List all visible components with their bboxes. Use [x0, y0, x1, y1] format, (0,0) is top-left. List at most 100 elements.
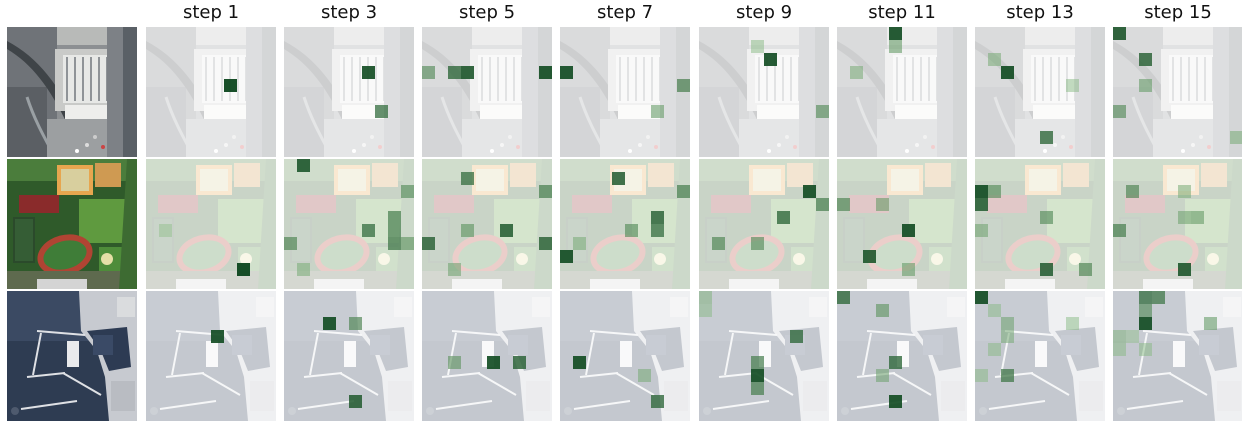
original-image-harbour-marina	[7, 291, 137, 421]
attention-patch	[751, 382, 764, 395]
attention-patch	[448, 356, 461, 369]
attention-patch	[297, 159, 310, 172]
attention-patch	[651, 105, 664, 118]
attention-patch	[975, 224, 988, 237]
attention-patch	[323, 317, 336, 330]
attention-patch	[284, 237, 297, 250]
attention-patch	[876, 198, 889, 211]
attention-patch	[539, 66, 552, 79]
attention-overlay	[699, 159, 829, 289]
attention-patch	[1113, 105, 1126, 118]
attention-patch	[297, 263, 310, 276]
attention-patch	[560, 250, 573, 263]
attention-patch	[803, 185, 816, 198]
attention-patch	[651, 211, 664, 224]
attention-patch	[1152, 291, 1165, 304]
attention-patch	[573, 237, 586, 250]
attention-patch	[388, 211, 401, 224]
attention-patch	[751, 356, 764, 369]
attention-patch	[1066, 317, 1079, 330]
attention-overlay	[699, 27, 829, 157]
attention-patch	[388, 237, 401, 250]
attention-patch	[975, 198, 988, 211]
attention-patch	[539, 237, 552, 250]
attention-overlay	[146, 159, 276, 289]
attention-map-industrial-rooftops	[422, 27, 552, 157]
attention-patch	[975, 369, 988, 382]
attention-patch	[461, 172, 474, 185]
attention-patch	[1001, 330, 1014, 343]
attention-patch	[1001, 317, 1014, 330]
attention-patch	[651, 224, 664, 237]
attention-patch	[1040, 263, 1053, 276]
attention-patch	[1204, 317, 1217, 330]
attention-patch	[1113, 27, 1126, 40]
attention-patch	[1178, 211, 1191, 224]
attention-patch	[513, 356, 526, 369]
attention-patch	[1178, 185, 1191, 198]
attention-patch	[988, 304, 1001, 317]
attention-patch	[850, 66, 863, 79]
attention-patch	[422, 237, 435, 250]
attention-patch	[422, 66, 435, 79]
step-label: step 13	[1006, 2, 1074, 23]
attention-patch	[573, 356, 586, 369]
attention-patch	[349, 395, 362, 408]
attention-map-industrial-rooftops	[837, 27, 967, 157]
attention-patch	[211, 330, 224, 343]
attention-map-industrial-rooftops	[284, 27, 414, 157]
attention-patch	[1139, 343, 1152, 356]
attention-patch	[751, 369, 764, 382]
attention-overlay	[975, 27, 1105, 157]
attention-overlay	[284, 27, 414, 157]
attention-patch	[889, 356, 902, 369]
attention-patch	[625, 224, 638, 237]
attention-patch	[816, 105, 829, 118]
attention-patch	[764, 53, 777, 66]
attention-patch	[1040, 211, 1053, 224]
attention-patch	[1113, 343, 1126, 356]
attention-patch	[638, 369, 651, 382]
attention-patch	[388, 224, 401, 237]
attention-patch	[699, 291, 712, 304]
attention-map-sports-stadium	[1113, 159, 1242, 289]
attention-patch	[461, 224, 474, 237]
attention-patch	[837, 291, 850, 304]
attention-overlay	[560, 159, 690, 289]
attention-patch	[699, 304, 712, 317]
attention-patch	[375, 105, 388, 118]
attention-patch	[1079, 263, 1092, 276]
attention-patch	[902, 263, 915, 276]
attention-patch	[448, 263, 461, 276]
attention-overlay	[422, 159, 552, 289]
attention-patch	[816, 198, 829, 211]
attention-map-sports-stadium	[837, 159, 967, 289]
step-label: step 7	[596, 2, 654, 23]
attention-patch	[1040, 131, 1053, 144]
attention-patch	[975, 185, 988, 198]
attention-patch	[487, 356, 500, 369]
attention-patch	[1126, 185, 1139, 198]
attention-patch	[500, 224, 513, 237]
attention-patch	[902, 224, 915, 237]
attention-patch	[1001, 66, 1014, 79]
step-label: step 11	[868, 2, 936, 23]
attention-map-harbour-marina	[975, 291, 1105, 421]
attention-map-sports-stadium	[699, 159, 829, 289]
step-label: step 15	[1144, 2, 1212, 23]
attention-patch	[362, 224, 375, 237]
original-image-industrial-rooftops	[7, 27, 137, 157]
attention-patch	[837, 198, 850, 211]
attention-overlay	[146, 27, 276, 157]
attention-patch	[401, 185, 414, 198]
attention-patch	[539, 185, 552, 198]
attention-overlay	[422, 291, 552, 421]
attention-overlay	[837, 291, 967, 421]
attention-map-sports-stadium	[560, 159, 690, 289]
attention-patch	[988, 185, 1001, 198]
attention-overlay	[560, 27, 690, 157]
attention-map-industrial-rooftops	[560, 27, 690, 157]
attention-patch	[349, 317, 362, 330]
attention-patch	[1113, 224, 1126, 237]
attention-patch	[712, 237, 725, 250]
